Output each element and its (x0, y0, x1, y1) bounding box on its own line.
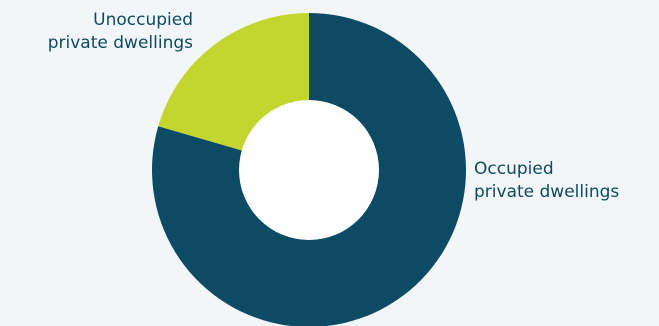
slice-label-occupied: Occupied private dwellings (474, 158, 619, 204)
slice-label-unoccupied-line-1: Unoccupied (93, 10, 193, 30)
slice-label-unoccupied: Unoccupied private dwellings (48, 9, 193, 55)
slice-label-occupied-line-2: private dwellings (474, 182, 620, 202)
slice-label-unoccupied-line-2: private dwellings (47, 33, 193, 53)
donut-hole (239, 100, 379, 240)
slice-label-occupied-line-1: Occupied (474, 159, 554, 179)
